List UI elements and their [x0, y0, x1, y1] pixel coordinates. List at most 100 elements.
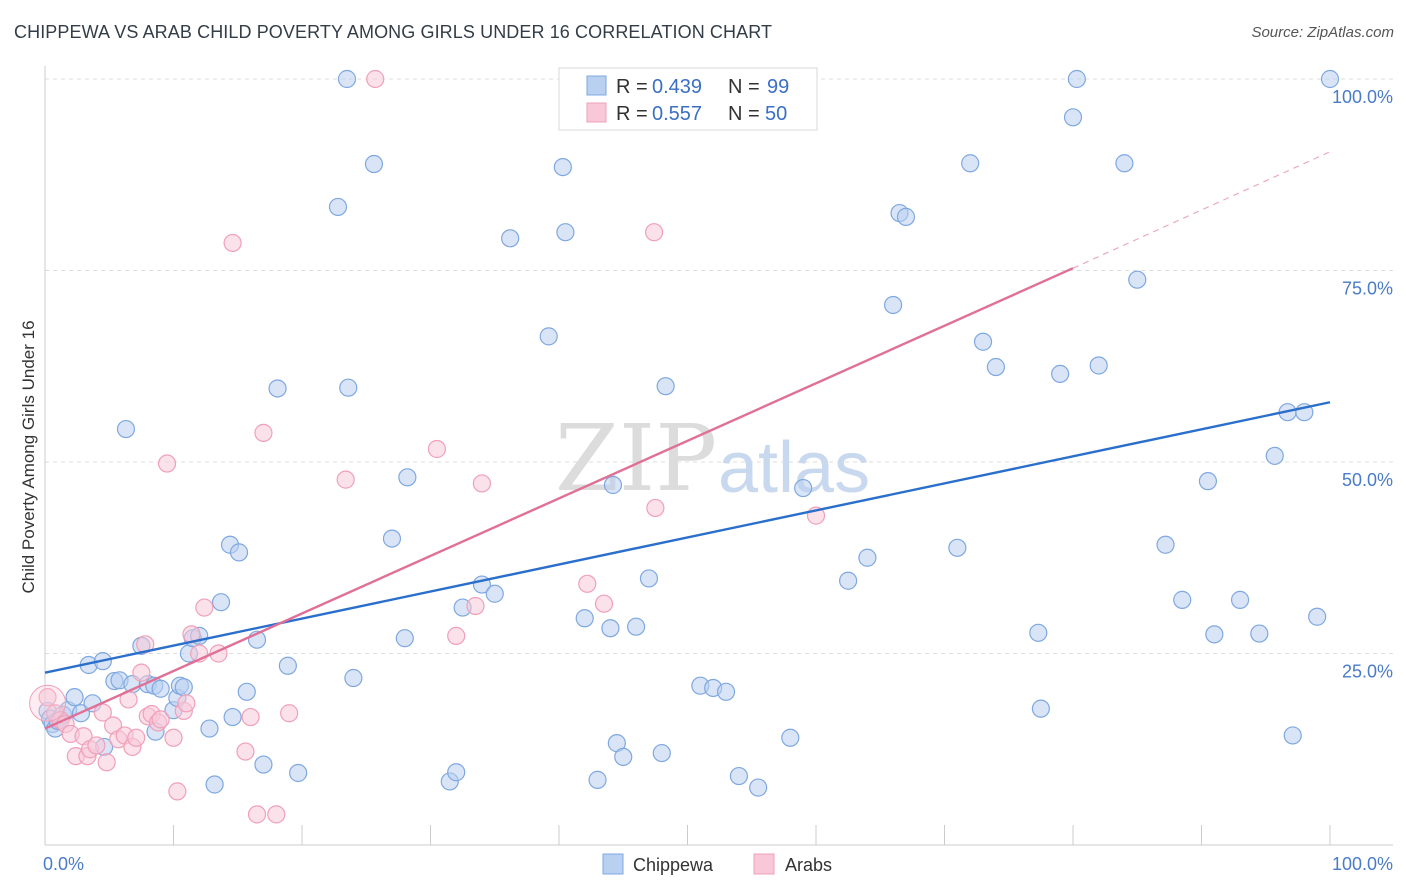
point-chippewa-66 [652, 743, 671, 763]
x-tick-label-1: 100.0% [1332, 854, 1393, 874]
trend-line-chippewa [44, 401, 1331, 674]
point-chippewa-73 [781, 728, 800, 747]
legend-swatch-chippewa [586, 75, 607, 96]
point-arabs-9 [87, 736, 106, 755]
point-arabs-40 [336, 470, 355, 489]
point-chippewa-83 [986, 357, 1006, 377]
bottom-legend: Chippewa Arabs [602, 853, 832, 875]
point-chippewa-77 [883, 295, 903, 315]
point-chippewa-30 [205, 775, 224, 794]
point-chippewa-74 [794, 478, 813, 498]
legend-r-value-1: 0.557 [652, 103, 702, 125]
point-chippewa-102 [1308, 607, 1327, 626]
point-chippewa-60 [601, 619, 620, 638]
point-chippewa-31 [211, 593, 231, 612]
point-chippewa-89 [1089, 356, 1108, 375]
point-chippewa-91 [1128, 270, 1147, 289]
point-chippewa-65 [639, 569, 659, 588]
point-chippewa-72 [749, 778, 768, 797]
point-chippewa-53 [485, 584, 504, 603]
point-chippewa-81 [961, 154, 980, 173]
legend-r-value-0: 0.439 [652, 76, 702, 98]
legend-r-label-0: R = [616, 76, 648, 98]
point-arabs-28 [177, 694, 196, 713]
point-chippewa-40 [289, 763, 308, 783]
point-arabs-cluster [29, 684, 67, 722]
point-chippewa-70 [716, 682, 736, 701]
point-chippewa-29 [200, 719, 219, 738]
point-chippewa-7 [65, 688, 84, 707]
x-tick-label-0: 0.0% [43, 854, 84, 874]
trend-line-arabs-extension [1072, 151, 1331, 269]
point-chippewa-103 [1320, 69, 1340, 89]
point-chippewa-85 [1031, 699, 1050, 718]
point-arabs-48 [644, 223, 664, 242]
point-chippewa-86 [1051, 364, 1070, 384]
point-chippewa-76 [858, 548, 877, 567]
point-arabs-23 [151, 710, 170, 729]
point-chippewa-54 [501, 229, 520, 248]
point-chippewa-41 [328, 197, 348, 217]
point-arabs-38 [267, 805, 286, 824]
point-chippewa-46 [382, 529, 402, 548]
watermark-zip: ZIP [555, 405, 717, 512]
watermark: ZIP atlas [555, 405, 870, 512]
y-tick-label-3: 100.0% [1332, 87, 1393, 107]
point-arabs-18 [132, 663, 151, 682]
bottom-legend-chippewa: Chippewa [633, 855, 714, 875]
point-chippewa-21 [151, 679, 170, 698]
point-chippewa-35 [237, 682, 256, 701]
point-chippewa-95 [1205, 625, 1224, 644]
point-chippewa-97 [1250, 624, 1269, 643]
point-arabs-25 [164, 728, 183, 747]
point-chippewa-45 [364, 154, 384, 174]
point-chippewa-75 [839, 571, 858, 590]
point-chippewa-15 [116, 419, 136, 439]
point-chippewa-87 [1063, 108, 1083, 127]
point-chippewa-47 [395, 629, 414, 648]
watermark-atlas: atlas [718, 428, 870, 508]
point-chippewa-59 [588, 770, 607, 789]
chart-title: CHIPPEWA VS ARAB CHILD POVERTY AMONG GIR… [14, 22, 773, 42]
point-chippewa-98 [1265, 446, 1284, 465]
point-arabs-33 [223, 233, 242, 253]
point-chippewa-88 [1067, 69, 1086, 89]
point-chippewa-79 [896, 207, 916, 226]
y-tick-label-0: 25.0% [1342, 662, 1393, 682]
bottom-legend-swatch-arabs [753, 853, 775, 875]
point-chippewa-57 [556, 223, 575, 242]
y-tick-label-1: 50.0% [1342, 470, 1393, 490]
trend-lines [44, 151, 1331, 730]
axes [44, 66, 1393, 846]
point-chippewa-50 [447, 763, 466, 782]
data-points [29, 69, 1340, 824]
point-chippewa-56 [553, 157, 572, 177]
point-chippewa-39 [278, 656, 297, 675]
point-chippewa-44 [344, 668, 363, 688]
point-chippewa-80 [948, 538, 967, 557]
point-chippewa-48 [398, 468, 417, 487]
legend-swatch-arabs [586, 102, 607, 123]
bottom-legend-swatch-chippewa [602, 853, 624, 875]
point-arabs-31 [195, 598, 214, 617]
legend-n-value-0: 99 [767, 76, 789, 98]
point-chippewa-96 [1230, 590, 1250, 609]
chart-source: Source: ZipAtlas.com [1251, 24, 1394, 41]
point-arabs-34 [236, 742, 255, 761]
point-chippewa-55 [539, 327, 558, 346]
point-arabs-39 [280, 704, 299, 723]
tick-labels: 25.0% 50.0% 75.0% 100.0% 0.0% 100.0% [43, 87, 1393, 874]
point-arabs-11 [97, 753, 116, 772]
point-chippewa-93 [1173, 590, 1192, 609]
point-arabs-43 [447, 626, 466, 645]
point-arabs-26 [168, 782, 187, 801]
point-chippewa-33 [223, 707, 242, 727]
point-arabs-37 [254, 423, 273, 442]
point-arabs-17 [127, 728, 146, 747]
point-arabs-45 [472, 474, 491, 493]
point-chippewa-64 [626, 617, 646, 636]
point-chippewa-92 [1156, 535, 1175, 554]
point-chippewa-63 [614, 747, 633, 767]
point-chippewa-100 [1283, 726, 1302, 745]
